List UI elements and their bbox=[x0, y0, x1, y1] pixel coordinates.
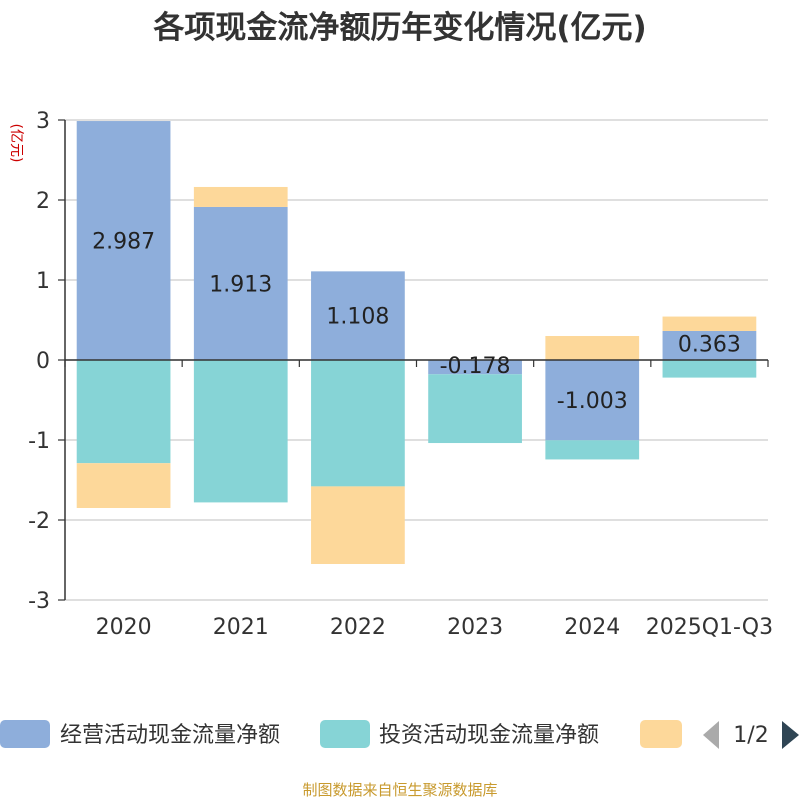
bars bbox=[76, 121, 757, 564]
bar-investing-2025Q1-Q3[interactable] bbox=[662, 360, 757, 378]
bar-operating-2021[interactable] bbox=[193, 206, 288, 360]
bar-financing-2024[interactable] bbox=[545, 336, 640, 360]
bar-operating-2025Q1-Q3[interactable] bbox=[662, 330, 757, 360]
y-tick-label: -2 bbox=[28, 509, 50, 534]
data-label-operating-2022: 1.108 bbox=[326, 305, 389, 330]
y-tick-label: -3 bbox=[28, 589, 50, 614]
data-label-operating-2021: 1.913 bbox=[209, 272, 272, 297]
bar-financing-2020[interactable] bbox=[76, 463, 171, 508]
bar-operating-2022[interactable] bbox=[311, 271, 405, 360]
bar-operating-2020[interactable] bbox=[76, 121, 171, 360]
x-tick-label: 2024 bbox=[564, 615, 620, 640]
bar-investing-2024[interactable] bbox=[545, 440, 640, 460]
bar-financing-2022[interactable] bbox=[311, 486, 405, 564]
data-label-operating-2023: -0.178 bbox=[440, 354, 511, 379]
legend-swatch-operating[interactable] bbox=[0, 720, 50, 748]
x-tick-label: 2025Q1-Q3 bbox=[646, 615, 773, 640]
bar-financing-2021[interactable] bbox=[193, 186, 288, 207]
bar-investing-2023[interactable] bbox=[428, 374, 522, 444]
y-tick-label: -1 bbox=[28, 429, 50, 454]
data-label-operating-2025Q1-Q3: 0.363 bbox=[678, 332, 741, 357]
legend-prev-page-icon[interactable] bbox=[703, 721, 719, 749]
x-tick-label: 2022 bbox=[330, 615, 386, 640]
bar-investing-2021[interactable] bbox=[193, 360, 288, 503]
y-tick-label: 1 bbox=[36, 269, 50, 294]
bar-operating-2023[interactable] bbox=[428, 360, 522, 375]
y-axis-unit: (亿元) bbox=[8, 124, 24, 163]
axes: 3 2 1 0 -1 -2 -3 2020 2021 2022 2023 2024 2025Q1-Q3 bbox=[28, 109, 773, 640]
y-tick-label: 2 bbox=[36, 189, 50, 214]
legend-page-indicator: 1/2 bbox=[733, 723, 768, 748]
chart-title: 各项现金流净额历年变化情况(亿元) bbox=[152, 10, 646, 46]
legend-next-page-icon[interactable] bbox=[782, 721, 799, 749]
legend-swatch-investing[interactable] bbox=[320, 720, 370, 748]
legend-label-operating[interactable]: 经营活动现金流量净额 bbox=[60, 723, 280, 748]
data-source-note: 制图数据来自恒生聚源数据库 bbox=[302, 781, 497, 799]
bar-investing-2022[interactable] bbox=[311, 360, 405, 487]
bar-operating-2024[interactable] bbox=[545, 360, 640, 441]
data-labels: 2.987 1.913 1.108 -0.178 -1.003 0.363 bbox=[92, 230, 741, 415]
bar-financing-2025Q1-Q3[interactable] bbox=[662, 316, 757, 331]
legend-label-investing[interactable]: 投资活动现金流量净额 bbox=[379, 723, 599, 748]
legend: 经营活动现金流量净额 投资活动现金流量净额 1/2 bbox=[0, 720, 799, 749]
y-tick-label: 3 bbox=[36, 109, 50, 134]
data-label-operating-2020: 2.987 bbox=[92, 230, 155, 255]
bar-investing-2020[interactable] bbox=[76, 360, 171, 464]
data-label-operating-2024: -1.003 bbox=[557, 389, 628, 414]
x-tick-label: 2020 bbox=[96, 615, 152, 640]
legend-swatch-financing[interactable] bbox=[640, 720, 682, 748]
x-tick-label: 2021 bbox=[213, 615, 269, 640]
y-tick-label: 0 bbox=[36, 349, 50, 374]
x-tick-label: 2023 bbox=[447, 615, 503, 640]
